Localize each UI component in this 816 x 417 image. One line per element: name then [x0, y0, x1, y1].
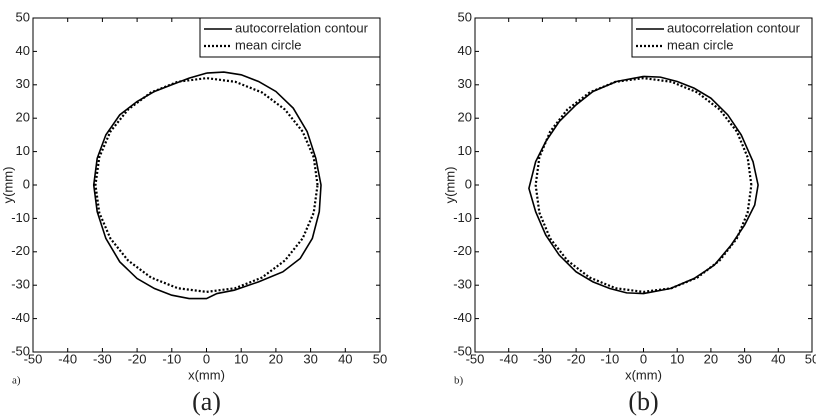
- x-tick-label: -20: [128, 351, 147, 366]
- x-tick-label: 50: [805, 351, 816, 366]
- x-tick-label: -50: [466, 351, 485, 366]
- x-axis-label: x(mm): [625, 367, 662, 382]
- y-tick-label: 0: [23, 176, 30, 191]
- x-tick-label: 40: [338, 351, 352, 366]
- x-tick-label: 30: [737, 351, 751, 366]
- y-tick-label: -20: [453, 243, 472, 258]
- legend-label: mean circle: [235, 37, 301, 52]
- y-tick-label: -40: [11, 310, 30, 325]
- legend-box: [631, 17, 813, 58]
- caption: (a): [192, 387, 221, 416]
- y-tick-label: 40: [458, 43, 472, 58]
- x-tick-label: -10: [600, 351, 619, 366]
- y-tick-label: 40: [16, 43, 30, 58]
- series-line: [94, 77, 319, 293]
- y-tick-label: -50: [11, 343, 30, 358]
- caption: (b): [628, 387, 658, 416]
- x-tick-label: -20: [567, 351, 586, 366]
- y-tick-label: 30: [16, 76, 30, 91]
- x-tick-label: 20: [704, 351, 718, 366]
- series-line: [528, 75, 759, 295]
- x-tick-label: -30: [533, 351, 552, 366]
- y-axis-label: y(mm): [442, 167, 457, 204]
- y-tick-label: 50: [458, 9, 472, 24]
- x-tick-label: -40: [499, 351, 518, 366]
- y-tick-label: -30: [453, 277, 472, 292]
- legend-box: [199, 17, 381, 58]
- series-line: [534, 77, 753, 293]
- legend-label: autocorrelation contour: [235, 20, 369, 35]
- y-tick-label: 10: [458, 143, 472, 158]
- legend-label: mean circle: [667, 37, 733, 52]
- x-tick-label: 50: [373, 351, 387, 366]
- legend-label: autocorrelation contour: [667, 20, 801, 35]
- x-tick-label: 30: [303, 351, 317, 366]
- y-tick-label: 30: [458, 76, 472, 91]
- y-tick-label: 20: [16, 110, 30, 125]
- x-tick-label: 0: [203, 351, 210, 366]
- y-tick-label: -10: [453, 210, 472, 225]
- x-tick-label: -50: [24, 351, 43, 366]
- series-line: [92, 71, 322, 300]
- y-axis-label: y(mm): [0, 167, 15, 204]
- y-tick-label: -40: [453, 310, 472, 325]
- y-tick-label: 0: [465, 176, 472, 191]
- x-tick-label: -30: [93, 351, 112, 366]
- y-tick-label: 20: [458, 110, 472, 125]
- x-axis-label: x(mm): [188, 367, 225, 382]
- y-tick-label: 10: [16, 143, 30, 158]
- y-tick-label: -10: [11, 210, 30, 225]
- y-tick-label: -50: [453, 343, 472, 358]
- x-tick-label: 40: [771, 351, 785, 366]
- x-tick-label: 10: [670, 351, 684, 366]
- y-tick-label: -30: [11, 277, 30, 292]
- panel-label: b): [454, 375, 464, 387]
- x-tick-label: 20: [269, 351, 283, 366]
- x-tick-label: 0: [640, 351, 647, 366]
- x-tick-label: 10: [234, 351, 248, 366]
- panel-label: a): [12, 375, 21, 387]
- y-tick-label: 50: [16, 9, 30, 24]
- plot-area: [474, 17, 813, 353]
- y-tick-label: -20: [11, 243, 30, 258]
- plot-area: [32, 17, 381, 353]
- x-tick-label: -40: [58, 351, 77, 366]
- x-tick-label: -10: [162, 351, 181, 366]
